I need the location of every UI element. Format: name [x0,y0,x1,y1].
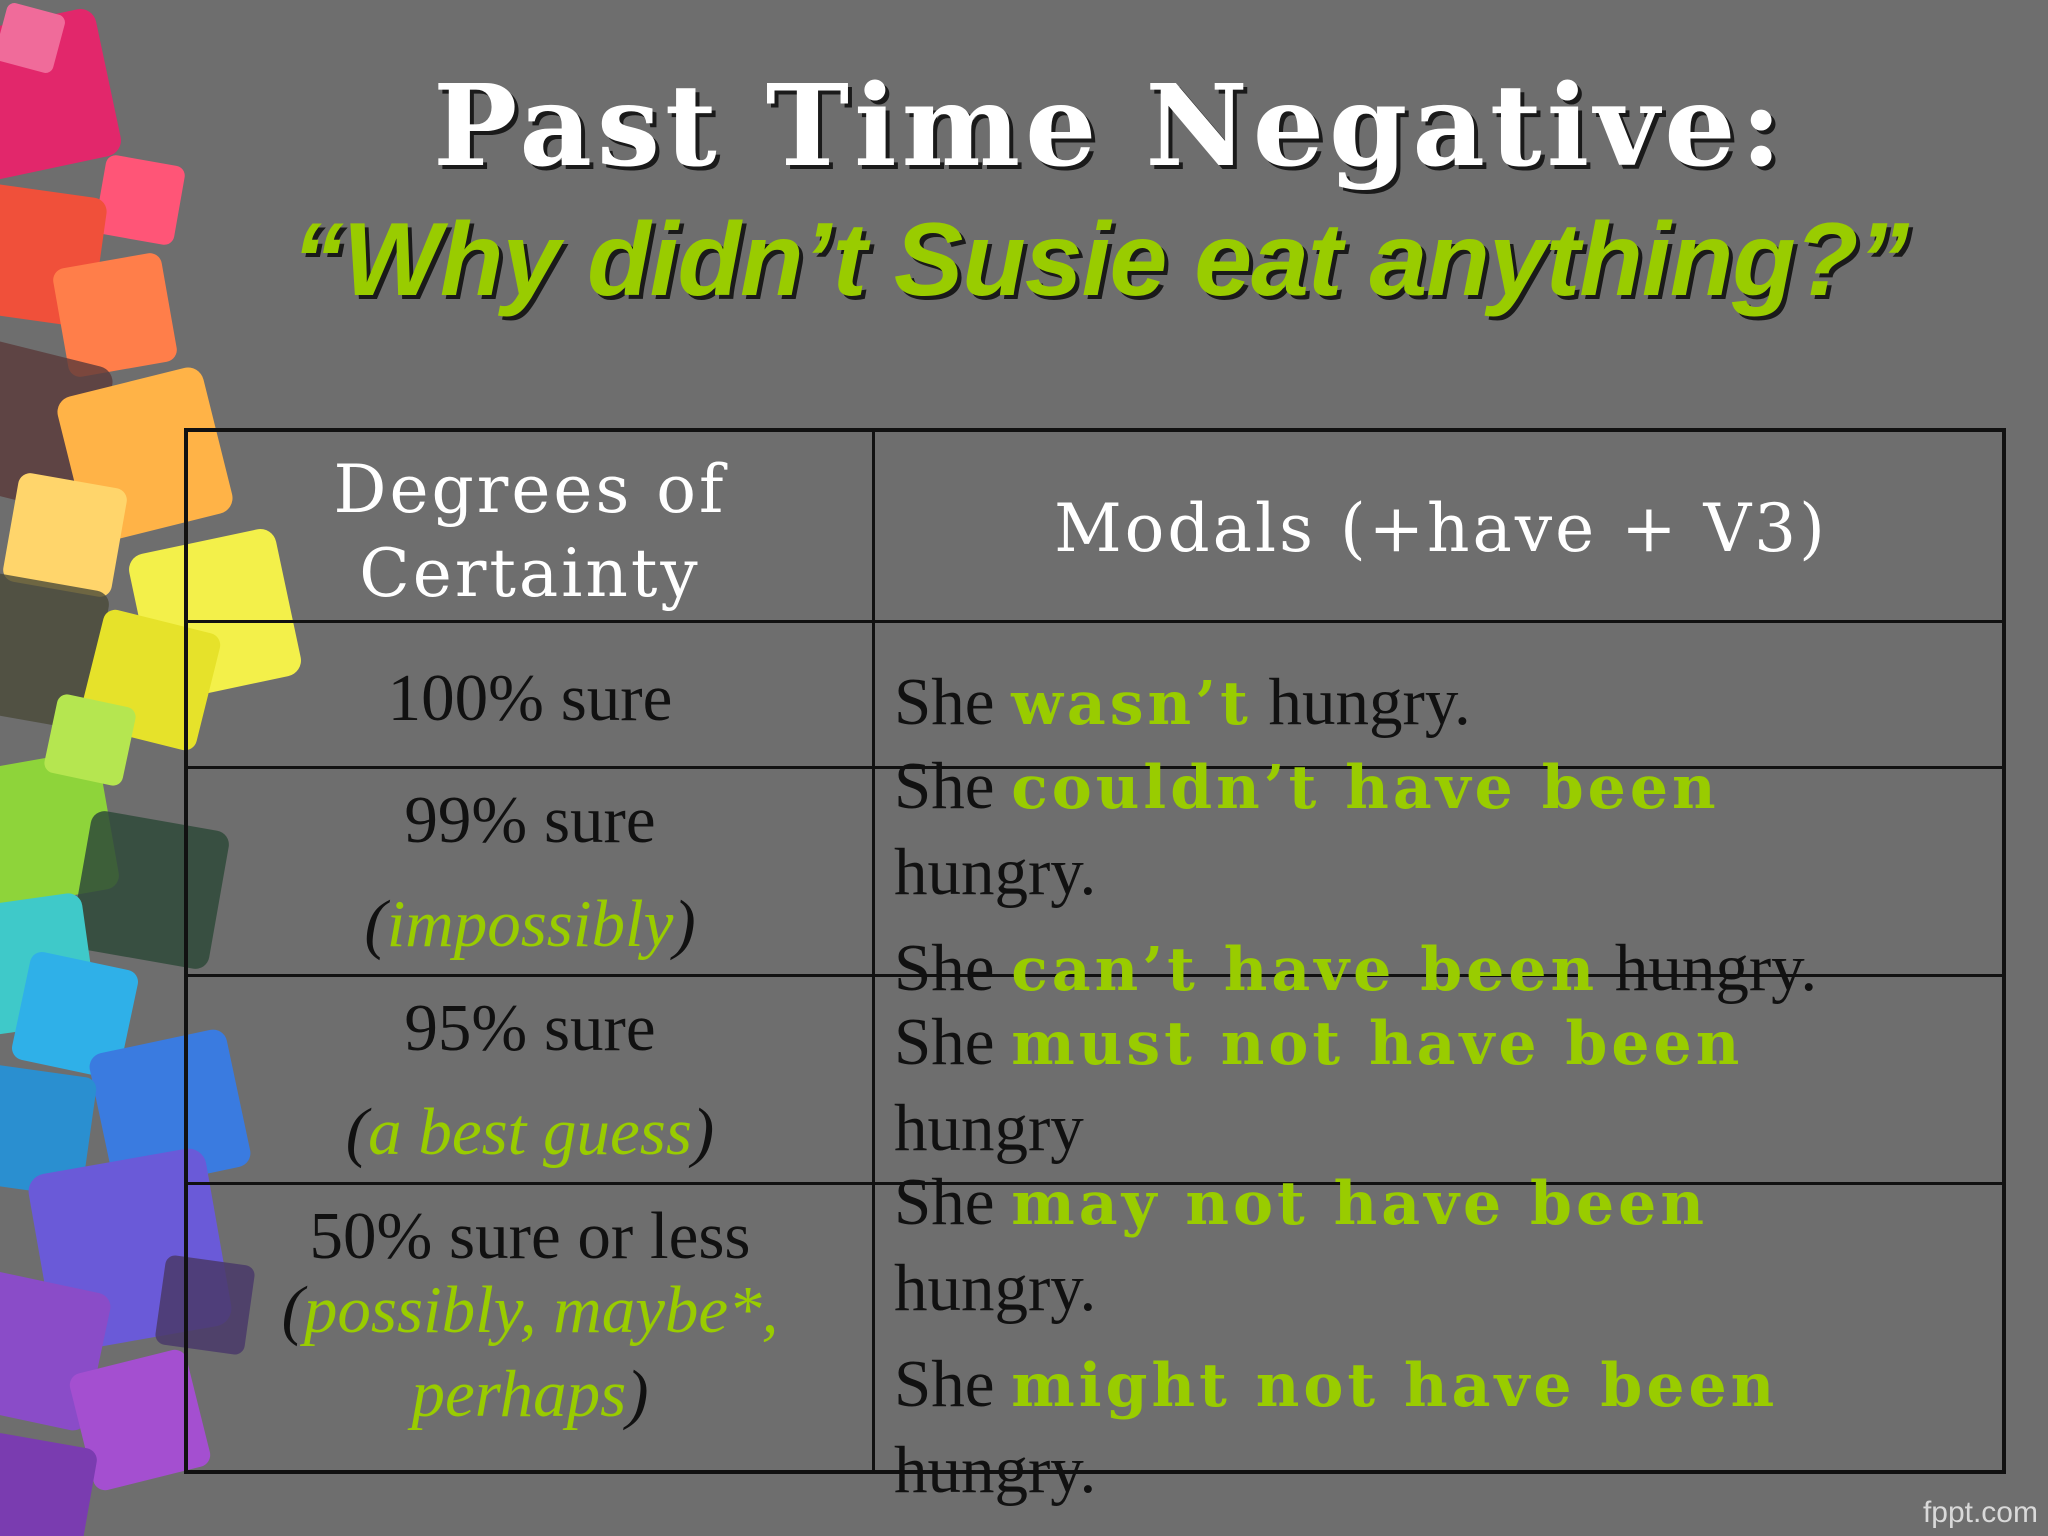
degree-label-50: 50% sure or less [309,1199,751,1273]
table-row-divider [188,766,2002,769]
example-sentence: She wasn’t hungry. [894,665,1471,739]
modal-phrase: must not have been [1011,1009,1744,1079]
example-sentence: She can’t have been hungry. [894,931,1818,1005]
header-modals: Modals (+have + V3) [1054,490,1828,567]
table-row-divider [188,620,2002,623]
example-sentence: She must not have been hungry [894,1005,1744,1165]
degree-label-100: 100% sure [387,661,673,735]
stacked-cubes-icon [0,3,301,1536]
modal-phrase: wasn’t [1011,669,1252,739]
table-row-divider [188,1182,2002,1185]
example-sentence: She might not have been hungry. [894,1347,1779,1507]
slide-title: Past Time Negative: [433,61,1787,192]
header-degrees-of-certainty: Degrees of Certainty [333,451,727,612]
degree-label-99: 99% sure [404,783,656,857]
modal-phrase: couldn’t have been [1011,753,1720,823]
degree-label-95: 95% sure [404,991,656,1065]
modal-phrase: may not have been [1011,1169,1708,1239]
modal-phrase: might not have been [1011,1351,1779,1421]
example-sentence: She couldn’t have been hungry. [894,749,1720,909]
footer-brand: fppt.com [1922,1496,2038,1529]
slide-subtitle: “Why didn’t Susie eat anything?” [291,202,1910,318]
example-sentence: She may not have been hungry. [894,1165,1708,1325]
table-column-divider [872,432,875,1470]
certainty-table: Degrees of Certainty Modals (+have + V3)… [184,428,2006,1507]
degree-note: (a best guess) [345,1095,715,1169]
table-row-divider [188,974,2002,977]
modal-phrase: can’t have been [1011,935,1599,1005]
degree-note: (possibly, maybe*, perhaps) [281,1273,779,1431]
degree-note: (impossibly) [364,887,696,961]
